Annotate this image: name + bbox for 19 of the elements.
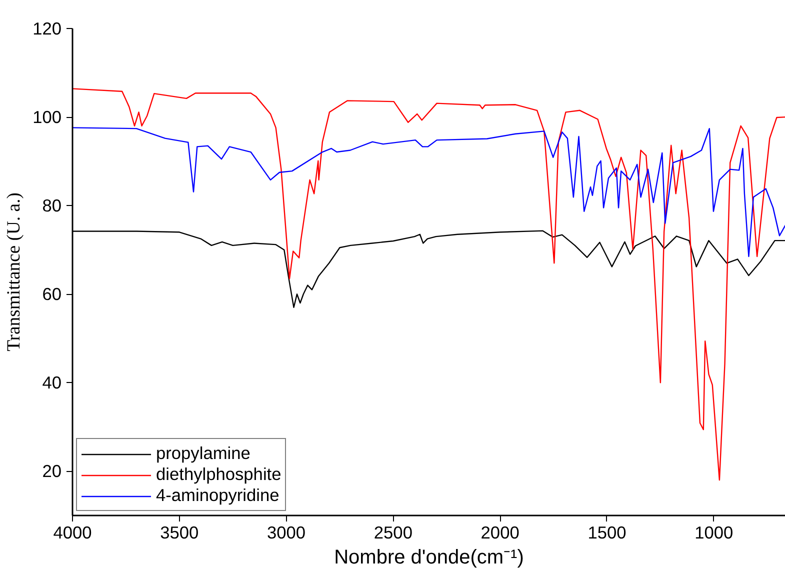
y-tick-label: 80	[42, 196, 62, 216]
x-tick-label: 2500	[374, 522, 412, 542]
y-tick-label: 120	[32, 18, 62, 38]
legend-label: propylamine	[156, 443, 250, 464]
x-tick-label: 3000	[267, 522, 306, 542]
legend-label: diethylphosphite	[156, 464, 282, 485]
x-tick-label: 1000	[694, 522, 734, 542]
y-tick-label: 60	[42, 284, 62, 304]
y-tick-label: 20	[42, 461, 62, 482]
x-tick-label: 1500	[588, 522, 626, 542]
x-tick-label: 3500	[160, 522, 199, 542]
line-series	[72, 127, 785, 258]
y-tick-label: 100	[32, 107, 62, 128]
y-tick-label: 40	[42, 372, 62, 393]
y-axis-title: Transmittance (U. a.)	[4, 192, 25, 352]
x-tick-label: 4000	[53, 522, 92, 542]
legend-label: 4-aminopyridine	[156, 485, 280, 506]
x-axis-title: Nombre d'onde(cm⁻¹)	[334, 546, 524, 568]
x-tick-label: 2000	[480, 522, 520, 542]
